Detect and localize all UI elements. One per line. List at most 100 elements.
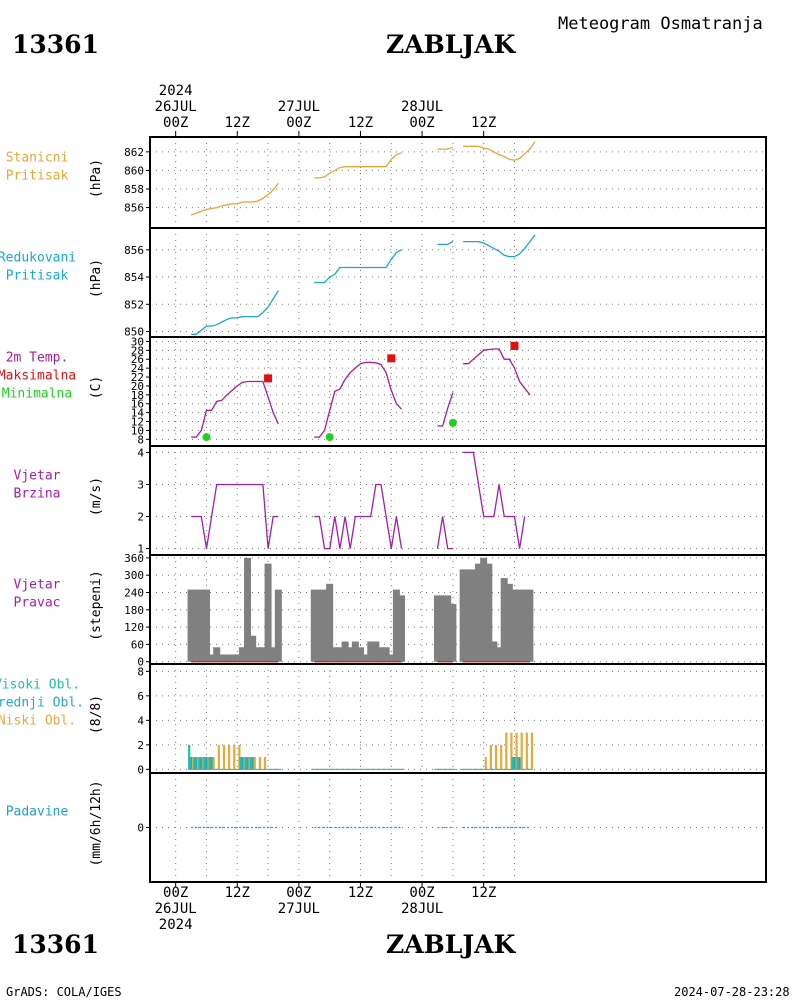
y-tick-label: 4 bbox=[137, 714, 144, 727]
low-cloud-bar bbox=[243, 757, 246, 770]
wind-dir-bar bbox=[187, 589, 195, 662]
panel-label: Pritisak bbox=[6, 269, 69, 284]
series-line bbox=[436, 516, 453, 550]
y-tick-label: 12 bbox=[131, 416, 144, 429]
series-line bbox=[463, 234, 536, 258]
wind-dir-bar bbox=[244, 557, 252, 662]
mid-cloud-bar bbox=[518, 757, 521, 770]
plot-timestamp: 2024-07-28-23:28 bbox=[674, 985, 790, 999]
y-tick-label: 8 bbox=[137, 433, 144, 446]
panel-label: Minimalna bbox=[2, 387, 72, 402]
mid-cloud-bar bbox=[200, 757, 203, 770]
y-tick-label: 856 bbox=[124, 244, 144, 257]
low-cloud-bar bbox=[520, 732, 523, 770]
high-cloud-bar bbox=[198, 757, 201, 770]
panel-frame bbox=[149, 663, 767, 774]
panel-label: Padavine bbox=[6, 805, 69, 820]
wind-dir-bar bbox=[249, 635, 257, 662]
top-time-label: 12Z bbox=[348, 115, 373, 131]
wind-dir-bar bbox=[197, 589, 205, 662]
panel-label: Vjetar bbox=[14, 469, 61, 484]
low-cloud-bar bbox=[212, 757, 215, 770]
wind-dir-bar bbox=[362, 654, 370, 662]
high-cloud-bar bbox=[511, 757, 514, 770]
unit-label: (8/8) bbox=[89, 695, 104, 734]
low-cloud-bar bbox=[217, 744, 220, 770]
wind-dir-bar bbox=[274, 589, 282, 662]
wind-dir-bar bbox=[341, 641, 349, 662]
low-cloud-bar bbox=[222, 744, 226, 770]
low-cloud-bar bbox=[500, 744, 503, 770]
station-id-bottom: 13361 bbox=[12, 930, 99, 959]
low-cloud-bar bbox=[238, 744, 241, 770]
y-tick-label: 0 bbox=[137, 656, 144, 669]
y-tick-label: 120 bbox=[124, 621, 144, 634]
wind-dir-bar bbox=[238, 647, 246, 662]
wind-dir-bar bbox=[449, 604, 457, 662]
high-cloud-bar bbox=[208, 757, 211, 770]
panel-label: Pravac bbox=[14, 596, 61, 611]
low-cloud-bar bbox=[525, 732, 528, 770]
y-tick-label: 860 bbox=[124, 164, 144, 177]
unit-label: (m/s) bbox=[89, 477, 104, 516]
wind-dir-bar bbox=[228, 654, 236, 662]
unit-label: (mm/6h/12h) bbox=[89, 780, 104, 866]
low-cloud-bar bbox=[253, 757, 256, 770]
y-tick-label: 6 bbox=[137, 690, 144, 703]
station-id-top: 13361 bbox=[12, 30, 99, 59]
y-tick-label: 10 bbox=[131, 424, 144, 437]
max-marker bbox=[264, 374, 273, 383]
wind-dir-bar bbox=[192, 589, 200, 662]
y-tick-label: 2 bbox=[137, 511, 144, 524]
panel-frame bbox=[149, 227, 767, 338]
low-cloud-bar bbox=[192, 757, 195, 770]
low-cloud-bar bbox=[494, 744, 498, 770]
y-tick-label: 18 bbox=[131, 389, 144, 402]
top-time-label: 26JUL bbox=[155, 99, 197, 115]
y-tick-label: 300 bbox=[124, 569, 144, 582]
high-cloud-bar bbox=[516, 757, 519, 770]
wind-dir-bar bbox=[310, 589, 318, 662]
min-marker bbox=[448, 418, 457, 427]
low-cloud-bar bbox=[228, 744, 231, 770]
series-line bbox=[314, 249, 402, 284]
y-tick-label: 360 bbox=[124, 552, 144, 565]
wind-dir-bar bbox=[259, 647, 267, 662]
wind-dir-bar bbox=[495, 647, 503, 662]
y-tick-label: 0 bbox=[137, 763, 144, 776]
top-time-label: 28JUL bbox=[401, 99, 443, 115]
panel-frame bbox=[149, 336, 767, 447]
panel-label: Maksimalna bbox=[0, 369, 76, 384]
wind-dir-bar bbox=[459, 569, 467, 662]
y-tick-label: 1 bbox=[137, 543, 144, 556]
station-name-bottom: ZABLJAK bbox=[386, 930, 516, 959]
wind-dir-bar bbox=[485, 563, 493, 662]
bottom-time-label: 12Z bbox=[471, 885, 496, 901]
unit-label: (C) bbox=[89, 376, 104, 399]
y-tick-label: 862 bbox=[124, 146, 144, 159]
panel-label: Redukovani bbox=[0, 251, 76, 266]
bottom-time-label: 12Z bbox=[348, 885, 373, 901]
min-marker bbox=[202, 433, 211, 442]
wind-dir-bar bbox=[464, 569, 472, 662]
panel-reduced_pressure: 850 852 854 856 Redukovani Pritisak (hPa) bbox=[0, 227, 767, 339]
wind-dir-bar bbox=[439, 595, 447, 662]
series-line bbox=[437, 146, 454, 150]
low-cloud-bar bbox=[197, 757, 200, 770]
top-time-label: 12Z bbox=[225, 115, 250, 131]
wind-dir-bar bbox=[331, 647, 339, 662]
wind-dir-bar bbox=[336, 647, 344, 662]
panel-frame bbox=[149, 136, 767, 229]
y-tick-label: 3 bbox=[137, 478, 144, 491]
series-line bbox=[437, 241, 454, 246]
mid-cloud-bar bbox=[246, 757, 249, 770]
wind-dir-bar bbox=[326, 583, 334, 662]
wind-dir-bar bbox=[351, 641, 359, 662]
bottom-time-label: 2024 bbox=[159, 917, 193, 933]
low-cloud-bar bbox=[530, 732, 534, 770]
max-marker bbox=[387, 354, 396, 363]
top-time-label: 00Z bbox=[286, 115, 311, 131]
high-cloud-bar bbox=[193, 757, 196, 770]
series-line bbox=[463, 348, 531, 396]
